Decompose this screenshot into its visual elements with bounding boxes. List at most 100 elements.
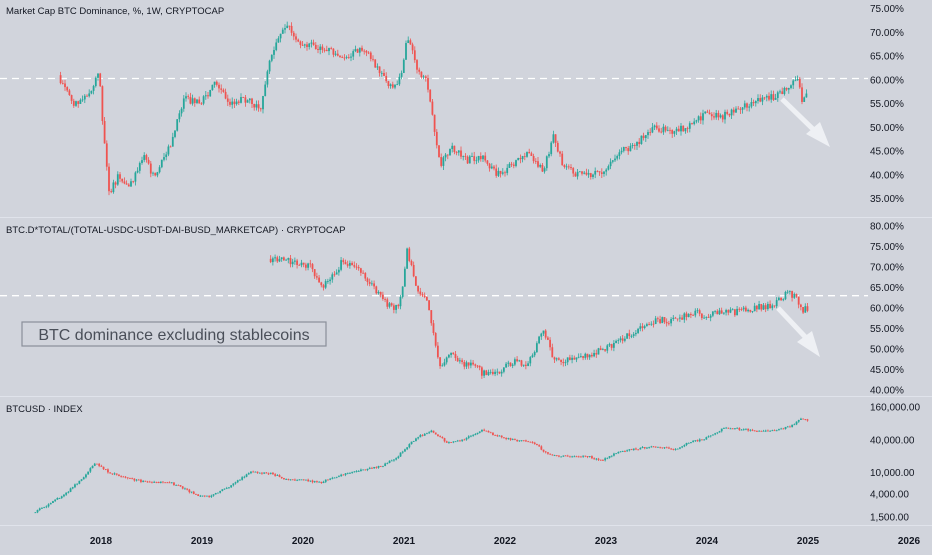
candle-body-down xyxy=(374,59,377,68)
candle-body-down xyxy=(528,152,531,154)
y-axis-btcusd[interactable]: 160,000.00 40,000.00 10,000.00 4,000.00 1,50… xyxy=(870,403,920,524)
candle-body-down xyxy=(110,191,113,193)
candle-body-up xyxy=(403,268,406,287)
candle-body-down xyxy=(635,448,637,450)
candle-body-down xyxy=(692,315,694,316)
candle-body-down xyxy=(570,167,572,169)
candle-body-down xyxy=(115,473,118,475)
candle-body-down xyxy=(107,469,109,473)
candle-body-up xyxy=(674,448,677,450)
candle-body-up xyxy=(571,456,574,458)
candle-body-down xyxy=(309,263,312,265)
candle-body-down xyxy=(145,155,148,160)
candle-body-down xyxy=(438,145,440,158)
candle-body-up xyxy=(225,487,228,489)
candle-body-down xyxy=(780,297,782,301)
candle-body-up xyxy=(262,96,264,110)
candle-body-down xyxy=(504,172,506,174)
candle-body-down xyxy=(538,445,541,447)
time-axis[interactable]: 2018 2019 2020 2021 2022 2023 2024 2025 2026 xyxy=(90,536,921,547)
candle-body-up xyxy=(776,92,779,98)
candle-body-up xyxy=(783,87,786,95)
pane-btcusd[interactable] xyxy=(34,417,809,514)
candle-body-down xyxy=(397,304,400,307)
candle-body-up xyxy=(80,479,83,481)
candle-body-up xyxy=(750,102,753,107)
candle-body-up xyxy=(582,455,585,457)
candle-body-down xyxy=(336,53,339,56)
candle-body-up xyxy=(284,28,286,30)
candle-body-down xyxy=(568,357,571,360)
candle-body-up xyxy=(395,458,398,460)
candle-body-up xyxy=(335,272,338,275)
candle-body-down xyxy=(169,146,172,148)
candle-body-down xyxy=(344,262,347,265)
candle-body-down xyxy=(440,157,443,166)
candle-body-up xyxy=(180,108,183,114)
candle-body-down xyxy=(806,306,809,311)
candle-body-down xyxy=(798,78,801,88)
candle-body-down xyxy=(283,478,285,480)
candle-body-up xyxy=(757,98,759,102)
candle-body-down xyxy=(463,362,466,367)
candle-body-up xyxy=(247,473,250,475)
projection-arrow-top xyxy=(780,97,830,147)
candle-body-up xyxy=(397,456,400,459)
candle-body-down xyxy=(586,456,589,457)
candle-body-up xyxy=(709,315,712,318)
candle-body-down xyxy=(799,304,802,307)
candle-body-down xyxy=(700,313,703,319)
annotation-box xyxy=(21,321,327,347)
candle-body-down xyxy=(738,308,741,310)
candle-body-down xyxy=(520,360,523,366)
candle-body-down xyxy=(371,467,373,469)
candle-body-down xyxy=(494,435,497,436)
candle-body-down xyxy=(366,278,369,283)
candle-body-down xyxy=(392,305,395,310)
candle-body-down xyxy=(524,364,527,366)
pane-btc-dominance[interactable] xyxy=(0,21,868,196)
candle-body-down xyxy=(767,430,769,432)
candle-body-up xyxy=(639,326,642,329)
candle-body-up xyxy=(786,426,789,428)
candle-body-down xyxy=(596,170,599,172)
candle-body-down xyxy=(769,303,771,309)
y-tick-label: 70.00% xyxy=(870,263,904,274)
pane-btc-dominance-ex-stablecoins[interactable] xyxy=(0,246,868,379)
candle-body-up xyxy=(565,166,568,168)
candle-body-down xyxy=(383,72,385,76)
candle-body-down xyxy=(529,441,532,443)
y-axis-btc-dominance[interactable]: 75.00% 70.00% 65.00% 60.00% 55.00% 50.00% 45.0… xyxy=(870,4,904,205)
candle-body-down xyxy=(339,55,341,58)
y-axis-btc-dominance-ex-stablecoins[interactable]: 80.00% 75.00% 70.00% 65.00% 60.00% 55.00% 50.0… xyxy=(870,222,904,397)
candle-body-up xyxy=(196,99,198,104)
candle-body-up xyxy=(707,436,710,438)
candle-body-down xyxy=(659,319,661,324)
candle-body-down xyxy=(564,455,567,457)
candle-body-up xyxy=(333,477,336,479)
candle-body-up xyxy=(170,482,173,484)
candle-body-up xyxy=(348,262,351,266)
candle-body-down xyxy=(111,473,114,475)
candle-body-up xyxy=(36,509,39,513)
candle-body-down xyxy=(251,98,253,104)
candle-body-down xyxy=(102,466,105,470)
candle-body-down xyxy=(649,132,652,133)
candle-body-up xyxy=(506,167,509,174)
candle-body-up xyxy=(450,352,452,355)
pane-title-btcusd: BTCUSD · INDEX xyxy=(6,404,83,415)
candle-body-up xyxy=(762,305,765,310)
candle-body-down xyxy=(682,125,685,132)
x-tick-label: 2026 xyxy=(898,536,921,547)
candle-body-up xyxy=(678,317,681,319)
candle-body-down xyxy=(276,257,279,262)
x-tick-label: 2023 xyxy=(595,536,618,547)
candle-body-down xyxy=(633,145,636,146)
candle-body-up xyxy=(201,495,204,497)
candle-body-up xyxy=(795,421,798,425)
candle-body-up xyxy=(258,472,261,474)
candle-body-down xyxy=(584,455,587,457)
candle-body-up xyxy=(597,348,600,355)
y-tick-label: 50.00% xyxy=(870,344,904,355)
candle-body-up xyxy=(310,42,313,44)
